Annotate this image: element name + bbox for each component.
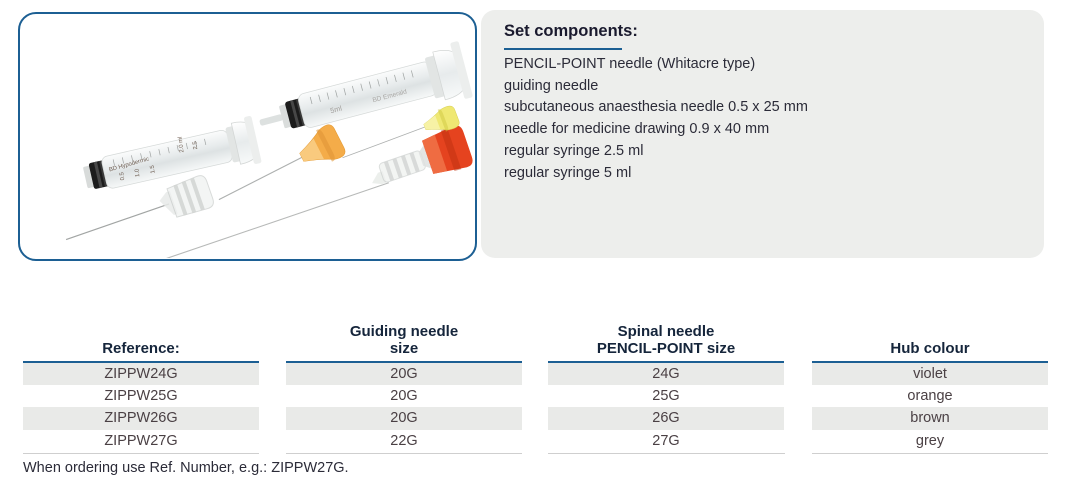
- svg-text:0.5: 0.5: [119, 171, 126, 181]
- svg-text:1.0: 1.0: [134, 168, 141, 178]
- svg-text:2.5: 2.5: [192, 140, 199, 150]
- svg-text:1.5: 1.5: [150, 164, 157, 174]
